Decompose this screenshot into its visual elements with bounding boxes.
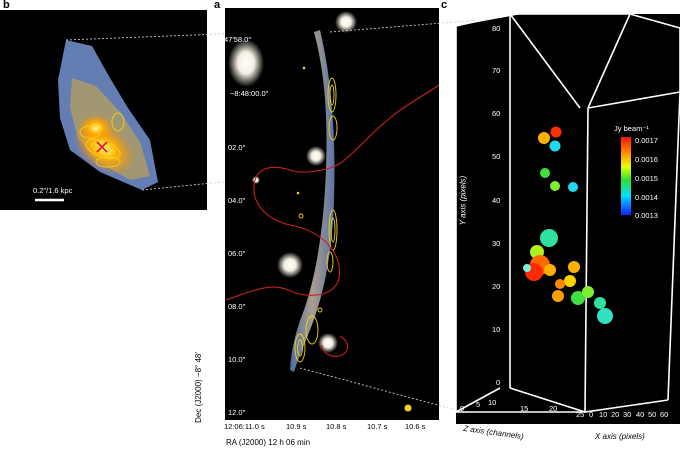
z-tick: 0 — [460, 404, 465, 413]
ra-tick: 10.9 s — [286, 422, 307, 431]
panel-b — [0, 10, 207, 210]
dec-tick: 08.0″ — [228, 302, 246, 311]
y-tick: 0 — [496, 378, 501, 387]
panel-c — [455, 13, 681, 424]
panel-b-letter: b — [3, 0, 10, 11]
scale-bar-label: 0.2″/1.6 kpc — [33, 186, 73, 195]
lensed-arc — [290, 30, 335, 372]
critical-curve — [225, 84, 440, 301]
ra-tick: 10.7 s — [367, 422, 388, 431]
y-tick: 50 — [492, 152, 501, 161]
peak-cross-marker — [96, 141, 108, 153]
dec-tick: 02.0″ — [228, 143, 246, 152]
z-tick: 25 — [576, 410, 585, 419]
panel-a-letter: a — [214, 0, 221, 11]
y-tick: 30 — [492, 239, 501, 248]
colorbar-tick: 0.0016 — [635, 155, 658, 164]
dec-axis-label: Dec (J2000) −8° 48′ — [193, 352, 203, 423]
colorbar-tick: 0.0017 — [635, 136, 658, 145]
y-tick: 60 — [492, 109, 501, 118]
x-tick: 40 — [636, 410, 645, 419]
z-tick: 20 — [549, 404, 558, 413]
colorbar-tick: 0.0015 — [635, 174, 658, 183]
emission-blobs — [523, 126, 613, 324]
ra-tick: 10.6 s — [405, 422, 426, 431]
y-tick: 70 — [492, 66, 501, 75]
panel-c-letter: c — [441, 0, 448, 11]
z-tick: 15 — [520, 404, 529, 413]
ra-axis-label: RA (J2000) 12 h 06 min — [226, 438, 311, 447]
x-axis-label: X axis (pixels) — [595, 432, 645, 441]
ra-tick: 10.8 s — [326, 422, 347, 431]
x-tick: 0 — [589, 410, 594, 419]
colorbar — [621, 137, 631, 215]
y-axis-label: Y axis (pixels) — [458, 175, 468, 226]
x-tick: 30 — [623, 410, 632, 419]
dec-tick: 10.0″ — [228, 355, 246, 364]
x-tick: 60 — [660, 410, 669, 419]
colorbar-label: Jy beam⁻¹ — [614, 124, 649, 133]
x-tick: 50 — [648, 410, 657, 419]
y-tick: 10 — [492, 325, 501, 334]
dec-tick: 12.0″ — [228, 408, 246, 417]
colorbar-tick: 0.0014 — [635, 193, 658, 202]
dec-tick: −8:48:00.0″ — [230, 89, 269, 98]
panel-a — [225, 8, 440, 420]
colorbar-tick: 0.0013 — [635, 211, 658, 220]
dec-tick: 47′58.0″ — [224, 35, 252, 44]
z-tick: 5 — [476, 400, 481, 409]
zoom-connectors-c — [299, 17, 506, 411]
x-tick: 10 — [599, 410, 608, 419]
foreground-galaxy — [228, 39, 264, 87]
y-tick: 20 — [492, 282, 501, 291]
y-tick: 40 — [492, 196, 501, 205]
panel-c-background — [456, 14, 680, 424]
z-tick: 10 — [488, 398, 497, 407]
dec-tick: 04.0″ — [228, 196, 246, 205]
ra-tick: 12:06:11.0 s — [224, 422, 265, 431]
x-tick: 20 — [611, 410, 620, 419]
panel-b-contours — [79, 112, 125, 168]
y-tick: 80 — [492, 24, 501, 33]
data-cube-frame — [455, 13, 681, 414]
dec-tick: 06.0″ — [228, 249, 246, 258]
